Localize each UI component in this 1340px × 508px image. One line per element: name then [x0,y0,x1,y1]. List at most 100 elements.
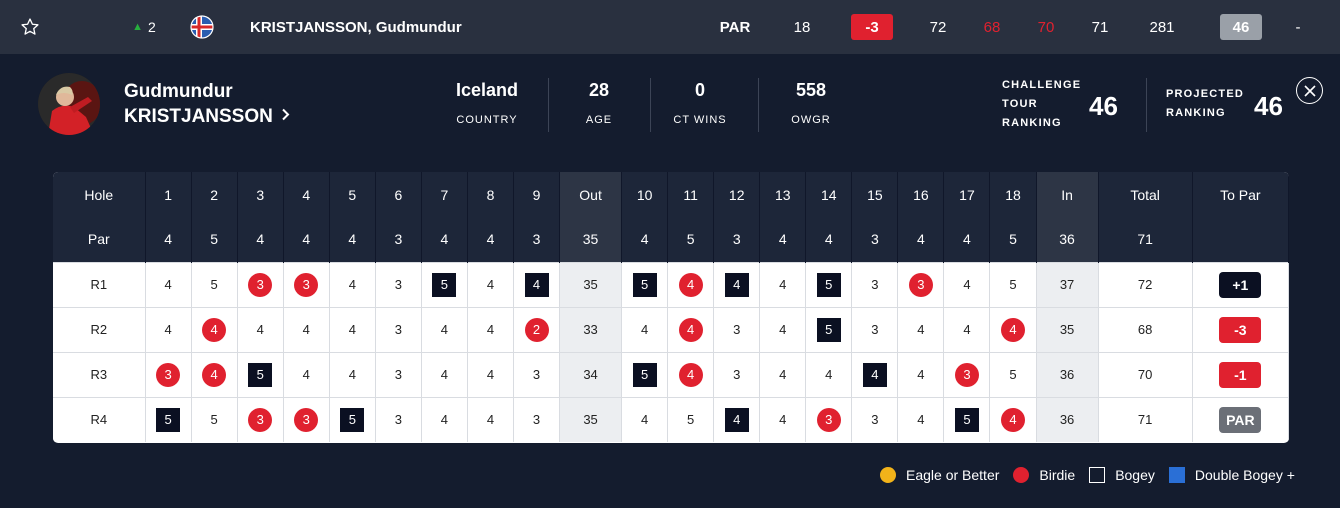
bogey-swatch-icon [1089,467,1106,483]
score-value: 35 [583,412,598,428]
stat-owgr: 558 OWGR [791,80,831,126]
round-row: R3 3 4 5 4 4 3 4 4 3 34 5 4 3 4 4 4 4 3 5 36 70 -1 [53,351,1289,397]
hole-number: 3 [237,172,284,217]
score-value: 4 [202,317,227,342]
score-cell: 3 [283,396,330,442]
score-value: 3 [871,277,879,292]
score-value: 4 [779,412,787,428]
score-cell: 4 [421,396,468,442]
score-value: 4 [440,412,449,428]
par-value: 4 [421,217,468,262]
hole-label: Hole [53,172,146,217]
score-value: 5 [1009,367,1017,382]
hole-number: 15 [851,172,899,217]
score-cell: 4 [467,351,514,397]
total-score: 281 [1149,18,1175,36]
to-par-cell: +1 [1192,261,1289,307]
player-name-link[interactable]: KRISTJANSSON, Gudmundur [250,18,462,36]
score-value: 3 [294,407,319,432]
score-value: 5 [156,407,181,432]
hole-number: 8 [467,172,514,217]
par-value [1192,217,1289,262]
score-cell: 3 [513,396,561,442]
to-par-badge: -3 [1219,316,1262,343]
score-value: 4 [164,322,172,337]
score-value: 4 [963,322,971,337]
leaderboard-row[interactable]: ▲ 2 KRISTJANSSON, Gudmundur PAR 18 -3 72… [0,0,1340,54]
score-value: 4 [486,412,495,428]
score-cell: 68 [1098,306,1193,352]
score-cell: 4 [421,306,468,352]
score-cell: 4 [329,351,376,397]
score-cell: 5 [621,261,669,307]
stat-country: Iceland COUNTRY [455,80,519,126]
score-value: 3 [733,322,741,337]
score-cell: 4 [513,261,561,307]
par-value: 3 [851,217,899,262]
score-cell: 35 [559,261,623,307]
favorite-star-icon[interactable] [16,0,44,54]
score-value: 5 [632,272,657,297]
score-cell: 4 [191,351,238,397]
score-value: 4 [524,272,549,297]
par-value: 36 [1036,217,1099,262]
score-cell: 4 [897,306,945,352]
up-arrow-icon: ▲ [132,21,144,33]
hole-number: 11 [667,172,715,217]
score-cell: 4 [467,261,514,307]
score-value: 3 [532,367,541,382]
score-value: 4 [640,412,649,428]
hole-number: 18 [989,172,1037,217]
score-cell: 3 [851,396,899,442]
score-cell: 4 [621,306,669,352]
score-value: 5 [210,412,218,428]
score-cell: 33 [559,306,623,352]
score-cell: 3 [237,396,284,442]
score-value: 4 [440,367,449,382]
round-row: R2 4 4 4 4 4 3 4 4 2 33 4 4 3 4 5 3 4 4 4 35 68 -3 [53,306,1289,352]
score-value: 4 [917,322,925,337]
score-value: 3 [248,407,273,432]
legend-birdie: Birdie [1013,467,1075,483]
hole-number: Total [1098,172,1193,217]
close-button[interactable] [1296,77,1323,104]
projected-ranking-value: 46 [1254,91,1283,121]
score-value: 4 [1000,407,1025,432]
score-value: 4 [202,362,227,387]
hole-row: Hole 1 2 3 4 5 6 7 8 9 Out 10 11 12 13 14 15 16 17 18 In Tota… [53,172,1289,217]
score-cell: 5 [667,396,715,442]
score-cell: 4 [943,306,991,352]
score-value: 35 [1059,322,1075,337]
player-profile-link[interactable]: KRISTJANSSON [124,106,290,128]
par-label: Par [53,217,146,262]
score-cell: 3 [713,351,761,397]
par-value: 71 [1098,217,1193,262]
score-value: 4 [724,407,749,432]
score-cell: 72 [1098,261,1193,307]
score-value: 3 [871,322,879,337]
scorecard: Hole 1 2 3 4 5 6 7 8 9 Out 10 11 12 13 14 15 16 17 18 In Tota… [53,172,1289,443]
score-value: 4 [779,277,787,292]
hole-number: 14 [805,172,853,217]
score-value: 4 [825,367,833,382]
score-value: 3 [394,277,402,292]
round-4-score: 71 [1091,18,1109,36]
score-cell: 3 [375,351,422,397]
score-cell: 37 [1036,261,1099,307]
close-icon [1303,84,1316,97]
score-value: 4 [486,367,495,382]
hole-number: 5 [329,172,376,217]
score-value: 4 [678,362,703,387]
par-value: 4 [943,217,991,262]
hole-number: 16 [897,172,945,217]
score-cell: 4 [667,306,715,352]
score-value: 4 [862,362,887,387]
score-value: 3 [816,407,841,432]
score-cell: 35 [559,396,623,442]
score-value: 3 [394,322,402,337]
par-value: 4 [621,217,669,262]
score-value: 35 [583,277,598,292]
score-value: 4 [256,322,264,337]
score-cell: 4 [467,306,514,352]
scorecard-table: Hole 1 2 3 4 5 6 7 8 9 Out 10 11 12 13 14 15 16 17 18 In Tota… [53,172,1289,442]
